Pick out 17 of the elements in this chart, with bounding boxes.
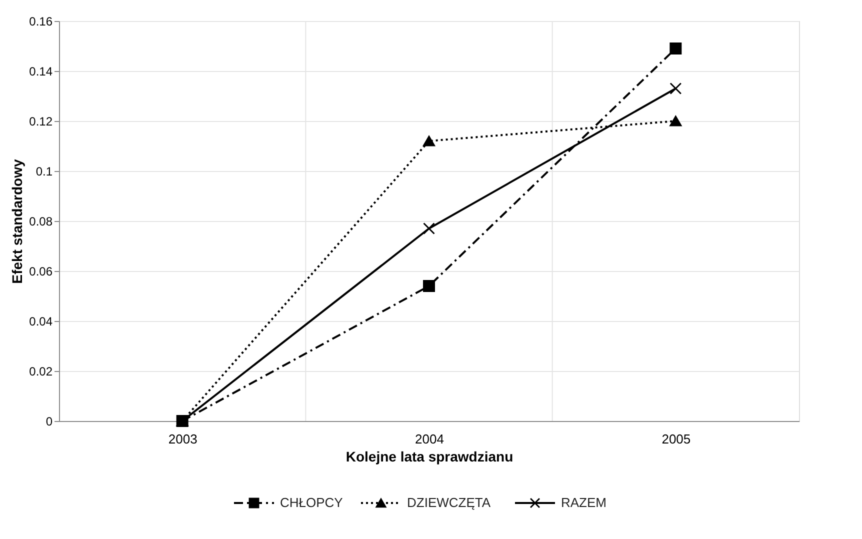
- y-tick-label: 0.04: [29, 314, 53, 328]
- y-tick-label: 0.12: [29, 114, 53, 128]
- x-axis-title: Kolejne lata sprawdzianu: [346, 448, 514, 464]
- x-tick-label: 2005: [662, 432, 691, 446]
- y-tick-label: 0.1: [36, 164, 53, 178]
- legend-label: RAZEM: [561, 495, 606, 510]
- y-axis-title: Efekt standardowy: [9, 159, 26, 284]
- y-tick-label: 0.08: [29, 214, 53, 228]
- y-tick-label: 0.06: [29, 264, 53, 278]
- legend-label: CHŁOPCY: [280, 495, 344, 510]
- y-tick-label: 0.14: [29, 64, 53, 78]
- y-tick-label: 0.16: [29, 14, 53, 28]
- y-tick-label: 0.02: [29, 364, 53, 378]
- x-tick-label: 2004: [415, 432, 444, 446]
- x-tick-label: 2003: [168, 432, 198, 446]
- y-tick-label: 0: [46, 414, 53, 428]
- legend-label: DZIEWCZĘTA: [407, 495, 491, 510]
